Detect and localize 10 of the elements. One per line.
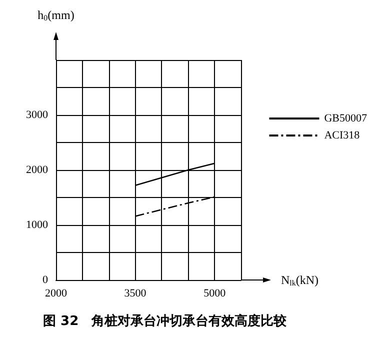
legend-label: GB50007 bbox=[324, 112, 368, 124]
x-tick-label: 3500 bbox=[124, 288, 147, 300]
y-tick-label: 2000 bbox=[26, 164, 48, 176]
legend-label: ACI318 bbox=[324, 130, 360, 142]
y-tick-label: 3000 bbox=[26, 109, 48, 121]
text: 图 32 角桩对承台冲切承台有效高度比较 bbox=[43, 313, 288, 329]
y-tick-label: 0 bbox=[42, 274, 48, 286]
x-tick-label: 2000 bbox=[45, 288, 68, 300]
x-tick-label: 5000 bbox=[204, 288, 226, 300]
y-tick-label: 1000 bbox=[26, 219, 48, 231]
